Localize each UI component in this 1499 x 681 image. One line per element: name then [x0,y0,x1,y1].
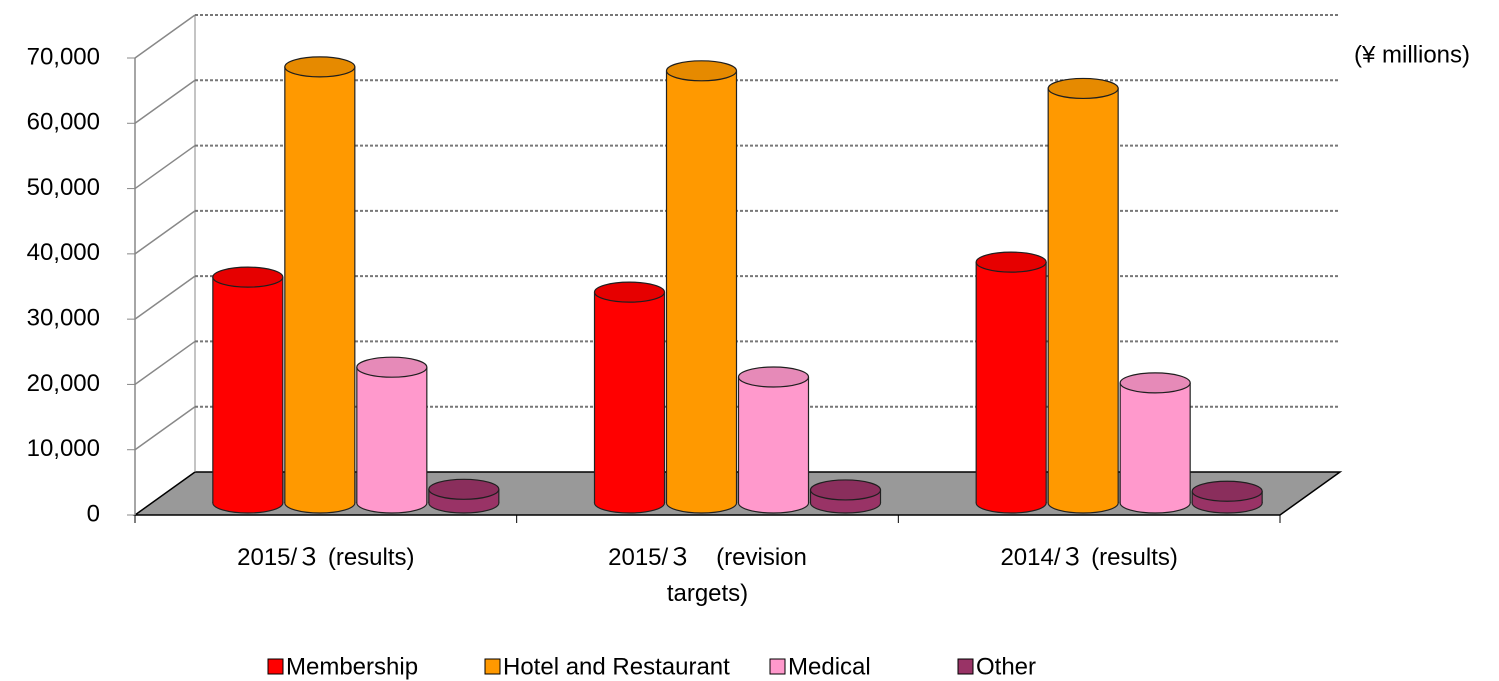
y-tick-label: 10,000 [27,435,100,462]
bar-body [356,367,427,503]
bar-body [1120,382,1191,503]
wall-grid-line [134,210,196,255]
bar-body [594,292,665,503]
legend-label: Other [976,653,1036,680]
bar [593,281,666,514]
legend-swatch [484,658,501,675]
y-tick-label: 40,000 [27,239,100,266]
bar [284,56,356,514]
bar-top [593,281,666,303]
bar-top [212,266,284,288]
wall-grid-line [134,144,196,190]
wall-grid-line [134,275,196,320]
x-tick-label: 2014/３ (results) [1000,544,1178,571]
bar-body [212,277,283,503]
y-tick-label: 20,000 [27,370,100,397]
bar-top [356,356,428,378]
bar-body [666,70,737,504]
bar [1191,480,1263,514]
bar-top [975,251,1047,273]
bar [428,478,500,514]
bar [809,479,882,514]
bar [975,251,1047,514]
y-tick-label: 0 [87,500,100,527]
y-tick-label: 30,000 [27,304,100,331]
legend-swatch [957,658,974,675]
wall-grid-line [134,340,196,386]
x-tick-label: 2015/３ (results) [237,544,415,571]
bar [1119,372,1191,514]
wall-grid-line [134,406,196,451]
wall-grid-line [134,79,196,124]
bar [737,366,810,514]
bar-top [809,479,882,501]
bar-body [738,376,809,503]
wall-grid-line [134,14,196,59]
bar-top [284,56,356,78]
y-tick-label: 70,000 [27,43,100,70]
bar-top [737,366,810,388]
legend-label: Medical [788,653,871,680]
bar [356,356,428,514]
bar [212,266,284,514]
bar-body [284,66,355,504]
legend-swatch [769,658,786,675]
bar-top [428,478,500,500]
x-tick-label: 2015/３ (revision targets) [608,544,807,607]
y-tick-label: 60,000 [27,109,100,136]
bar-top [665,60,738,82]
bar-top [1119,372,1191,394]
legend-label: Hotel and Restaurant [503,653,730,680]
legend-swatch [267,658,284,675]
bar-body [976,262,1047,503]
unit-label: (¥ millions) [1354,41,1470,68]
bar [665,60,738,514]
bar [1047,77,1119,514]
bar-body [1048,88,1119,503]
bar-top [1191,480,1263,502]
legend-label: Membership [286,653,418,680]
y-tick-label: 50,000 [27,174,100,201]
bar-top [1047,77,1119,100]
